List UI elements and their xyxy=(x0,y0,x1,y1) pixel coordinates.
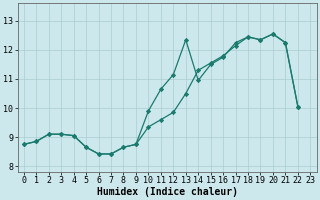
X-axis label: Humidex (Indice chaleur): Humidex (Indice chaleur) xyxy=(97,186,237,197)
